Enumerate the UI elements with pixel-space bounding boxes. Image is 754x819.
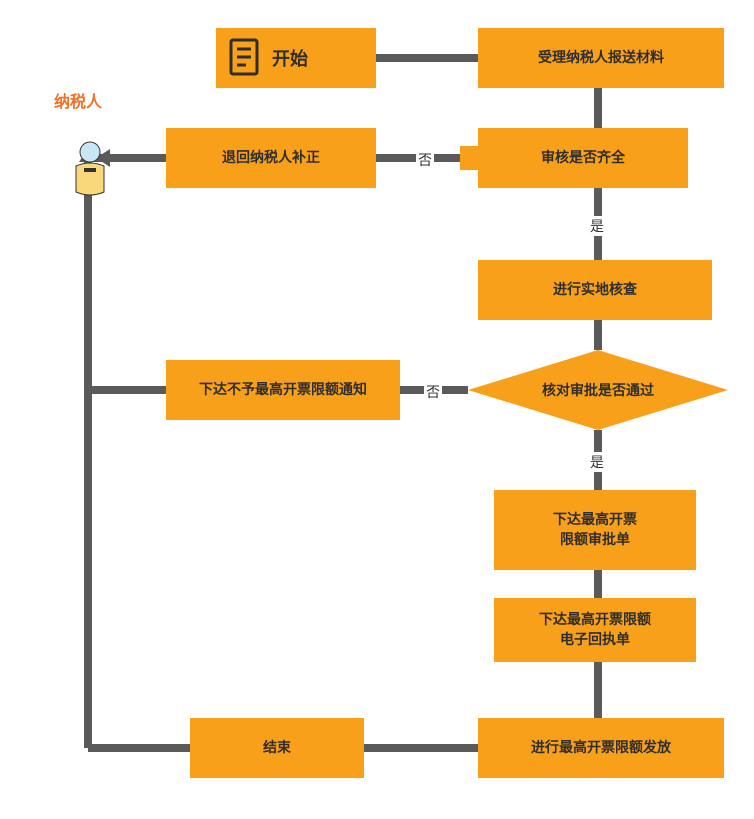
node-complete_q: 审核是否齐全: [478, 128, 688, 188]
node-issue: 进行最高开票限额发放: [478, 718, 724, 778]
node-return_fix: 退回纳税人补正: [166, 128, 376, 188]
node-onsite: 进行实地核查: [478, 260, 712, 320]
node-label: 下达不予最高开票限额通知: [189, 380, 377, 400]
edge-label: 是: [588, 216, 606, 236]
node-e_receipt: 下达最高开票限额电子回执单: [494, 598, 696, 662]
node-reject_notice: 下达不予最高开票限额通知: [166, 360, 400, 420]
node-approve_doc: 下达最高开票限额审批单: [494, 490, 696, 570]
node-receive: 受理纳税人报送材料: [478, 28, 724, 88]
node-label: 核对审批是否通过: [542, 380, 654, 400]
header-taxpayer-label: 纳税人: [54, 88, 102, 112]
edge-label: 否: [424, 382, 442, 402]
node-label: 下达最高开票限额电子回执单: [529, 610, 661, 649]
node-label: 开始: [272, 45, 308, 71]
node-label: 进行实地核查: [543, 280, 647, 300]
node-label: 下达最高开票限额审批单: [543, 510, 647, 549]
node-label: 结束: [253, 738, 301, 758]
document-icon: [228, 37, 262, 80]
node-label: 受理纳税人报送材料: [528, 48, 674, 68]
node-label: 进行最高开票限额发放: [521, 738, 681, 758]
edge-label: 否: [416, 150, 434, 170]
node-start: 开始: [216, 28, 376, 88]
node-label: 审核是否齐全: [531, 148, 635, 168]
taxpayer-icon: [70, 138, 110, 198]
edge-label: 是: [588, 452, 606, 472]
node-end: 结束: [190, 718, 364, 778]
node-pass_q: 核对审批是否通过: [468, 350, 728, 430]
node-label: 退回纳税人补正: [212, 148, 330, 168]
